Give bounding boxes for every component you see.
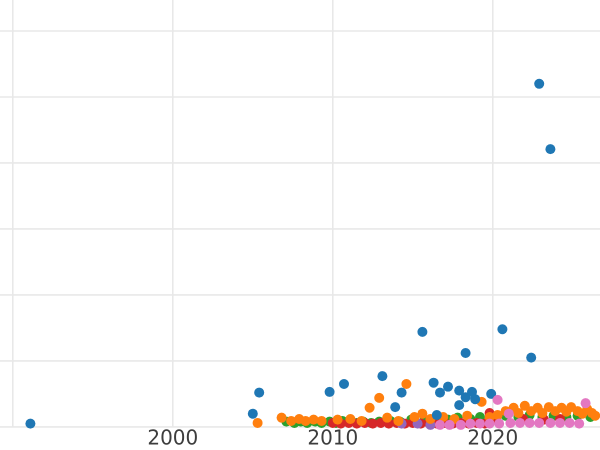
scatter-point-pink <box>555 417 565 428</box>
scatter-point-blue <box>396 387 407 398</box>
scatter-point-orange <box>316 415 327 426</box>
scatter-point-blue <box>339 379 349 390</box>
scatter-point-orange <box>308 414 319 425</box>
scatter-point-orange <box>356 415 367 426</box>
scatter-point-orange <box>276 412 287 423</box>
scatter-point-orange <box>409 412 420 423</box>
scatter-point-orange <box>332 414 343 425</box>
scatter-point-blue <box>460 348 471 359</box>
scatter-point-pink <box>455 419 466 430</box>
scatter-point-pink <box>545 417 556 428</box>
scatter-point-pink <box>435 419 445 430</box>
scatter-point-pink <box>444 419 455 430</box>
scatter-point-orange <box>417 408 428 419</box>
scatter-point-orange <box>513 408 524 419</box>
x-tick-label: 2010 <box>307 425 358 449</box>
scatter-point-red <box>367 418 378 429</box>
scatter-point-blue <box>454 385 465 396</box>
x-tick-label: 2000 <box>147 425 198 449</box>
scatter-point-blue <box>470 394 481 405</box>
scatter-point-orange <box>401 379 412 390</box>
scatter-point-orange <box>286 415 297 426</box>
scatter-point-blue <box>417 326 428 337</box>
scatter-point-pink <box>564 417 575 428</box>
scatter-point-orange <box>393 415 404 426</box>
scatter-point-pink <box>534 417 545 428</box>
scatter-point-pink <box>492 394 503 405</box>
scatter-point-pink <box>524 417 535 428</box>
scatter-point-pink <box>574 418 585 429</box>
scatter-point-blue <box>435 387 445 398</box>
scatter-point-orange <box>364 402 375 413</box>
scatter-point-pink <box>580 398 591 409</box>
scatter-point-blue <box>428 377 439 388</box>
scatter-point-blue <box>497 324 508 335</box>
scatter-point-orange <box>374 392 385 403</box>
scatter-point-blue <box>545 144 556 155</box>
scatter-point-pink <box>515 417 525 428</box>
scatter-point-blue <box>390 402 401 413</box>
scatter-point-orange <box>462 410 473 421</box>
scatter-point-blue <box>377 371 388 382</box>
scatter-point-pink <box>475 418 485 429</box>
scatter-point-blue <box>443 381 453 392</box>
scatter-point-blue <box>324 386 335 397</box>
scatter-point-blue <box>534 78 545 89</box>
scatter-point-blue <box>254 387 265 398</box>
scatter-point-orange <box>300 415 311 426</box>
scatter-point-blue <box>526 352 537 363</box>
scatter-point-pink <box>465 418 476 429</box>
scatter-point-blue <box>25 418 36 429</box>
scatter-point-blue <box>247 408 258 419</box>
scatter-point-orange <box>252 417 263 428</box>
scatter-point-orange <box>382 412 393 423</box>
scatter-point-blue <box>486 388 497 399</box>
scatter-point-blue <box>431 410 442 421</box>
scatter-point-pink <box>484 418 495 429</box>
scatter-point-orange <box>345 413 356 424</box>
scatter-point-pink <box>503 408 514 419</box>
scatter-point-orange <box>492 410 503 421</box>
x-tick-label: 2020 <box>467 425 518 449</box>
scatter-point-blue <box>454 400 465 411</box>
scatter-point-orange <box>590 410 600 421</box>
scatter-point-orange <box>537 408 548 419</box>
scatter-point-pink <box>505 417 516 428</box>
scatter-point-pink <box>494 418 505 429</box>
